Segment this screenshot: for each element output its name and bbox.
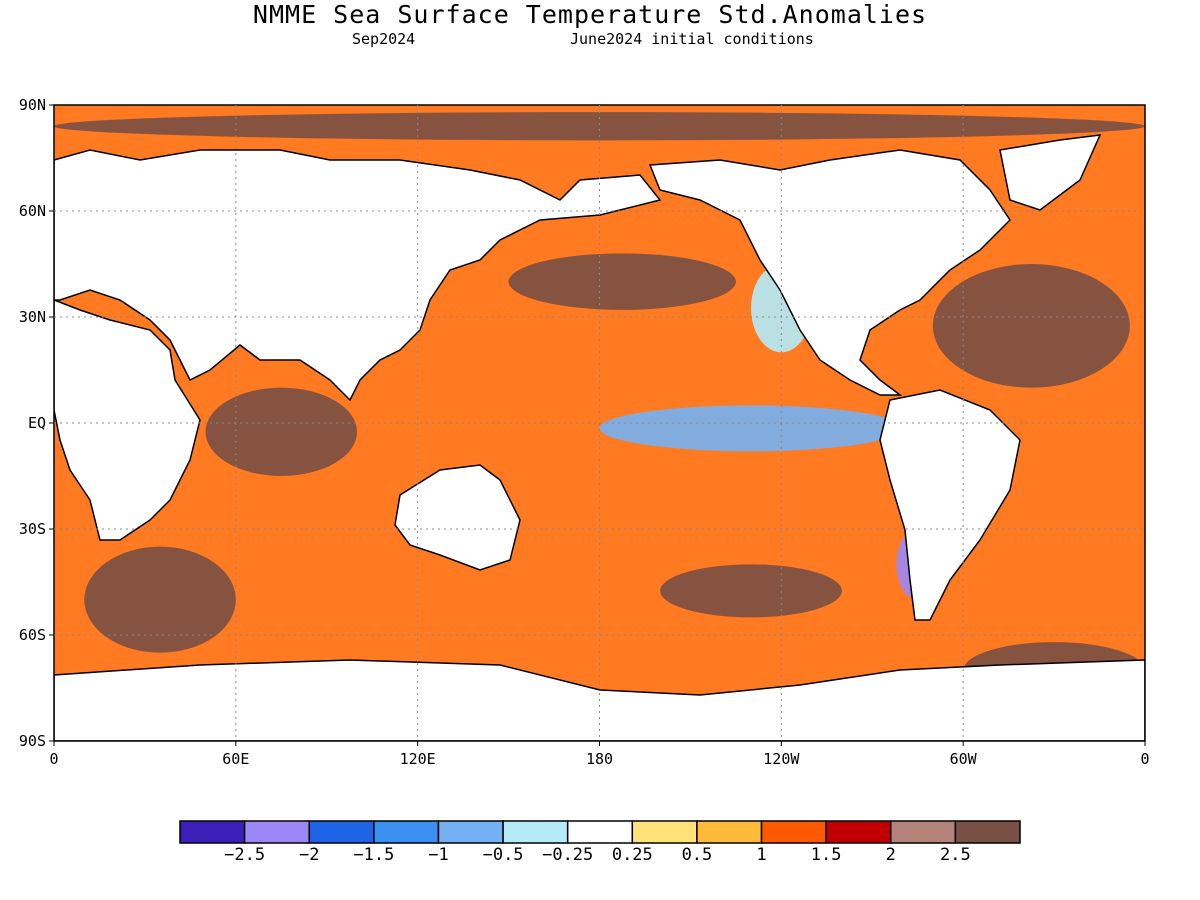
lon-tick-label: 0 <box>1140 750 1149 768</box>
colorbar-swatch <box>243 820 310 844</box>
lon-tick-label: 0 <box>49 750 58 768</box>
colorbar-swatch <box>696 820 763 844</box>
colorbar-swatch <box>308 820 375 844</box>
eurasia-landmass <box>54 149 662 402</box>
lon-tick-label: 120W <box>763 750 800 768</box>
anomaly-region-north-pacific-warm <box>508 253 736 310</box>
colorbar-label: 1.5 <box>811 845 842 865</box>
colorbar-label: 1 <box>756 845 766 865</box>
colorbar-label: 2.5 <box>940 845 971 865</box>
colorbar-label: −2.5 <box>224 845 265 865</box>
lat-tick-label: 30N <box>19 308 46 326</box>
lon-tick-label: 120E <box>400 750 436 768</box>
colorbar-label: −2 <box>299 845 319 865</box>
colorbar-swatch <box>437 820 504 844</box>
colorbar-swatch <box>373 820 440 844</box>
anomaly-region-indian-ocean-warm <box>205 387 358 477</box>
lat-tick-label: 60S <box>19 626 46 644</box>
anomaly-region-south-pacific-warm <box>660 564 842 618</box>
anomaly-region-arctic-warm-north <box>54 112 1145 141</box>
africa-landmass <box>54 299 201 541</box>
lon-tick-label: 60E <box>222 750 249 768</box>
gridlines <box>54 105 1145 741</box>
colorbar-swatch <box>760 820 827 844</box>
lat-tick-label: 60N <box>19 202 46 220</box>
lon-tick-label: 60W <box>950 750 978 768</box>
australia-landmass <box>394 464 521 571</box>
colorbar-swatch <box>954 820 1021 844</box>
lat-tick-label: 90N <box>19 96 46 114</box>
colorbar-label: −0.5 <box>483 845 524 865</box>
colorbar-label: −1.5 <box>353 845 394 865</box>
continents <box>54 134 1145 741</box>
anomaly-region-north-atlantic-warm <box>932 264 1130 388</box>
colorbar-label: 0.25 <box>612 845 653 865</box>
colorbar-swatch <box>179 820 246 844</box>
lat-tick-label: EQ <box>28 414 46 432</box>
colorbar-swatch <box>631 820 698 844</box>
lat-tick-label: 30S <box>19 520 46 538</box>
colorbar-swatch <box>890 820 957 844</box>
lon-tick-label: 180 <box>586 750 613 768</box>
colorbar: −2.5 −2 −1.5 −1 −0.5 −0.25 0.25 0.5 1 1.5 2 2.5 <box>179 820 1021 865</box>
map-title: NMME Sea Surface Temperature Std.Anomali… <box>252 0 928 29</box>
forecast-month: Sep2024 <box>352 30 416 48</box>
colorbar-swatch <box>566 820 634 844</box>
colorbar-swatch <box>502 820 569 844</box>
south-america-landmass <box>879 389 1021 621</box>
colorbar-label: −0.25 <box>542 845 593 865</box>
colorbar-label: −1 <box>428 845 448 865</box>
initial-conditions: June2024 initial conditions <box>570 30 814 48</box>
anomaly-region-south-indian-warm <box>84 546 236 653</box>
colorbar-label: 2 <box>886 845 896 865</box>
greenland-landmass <box>999 134 1102 211</box>
colorbar-label: 0.5 <box>682 845 713 865</box>
anomaly-region-east-pacific-cold-tongue <box>599 405 903 452</box>
colorbar-swatch <box>825 820 892 844</box>
lat-tick-label: 90S <box>19 732 46 750</box>
